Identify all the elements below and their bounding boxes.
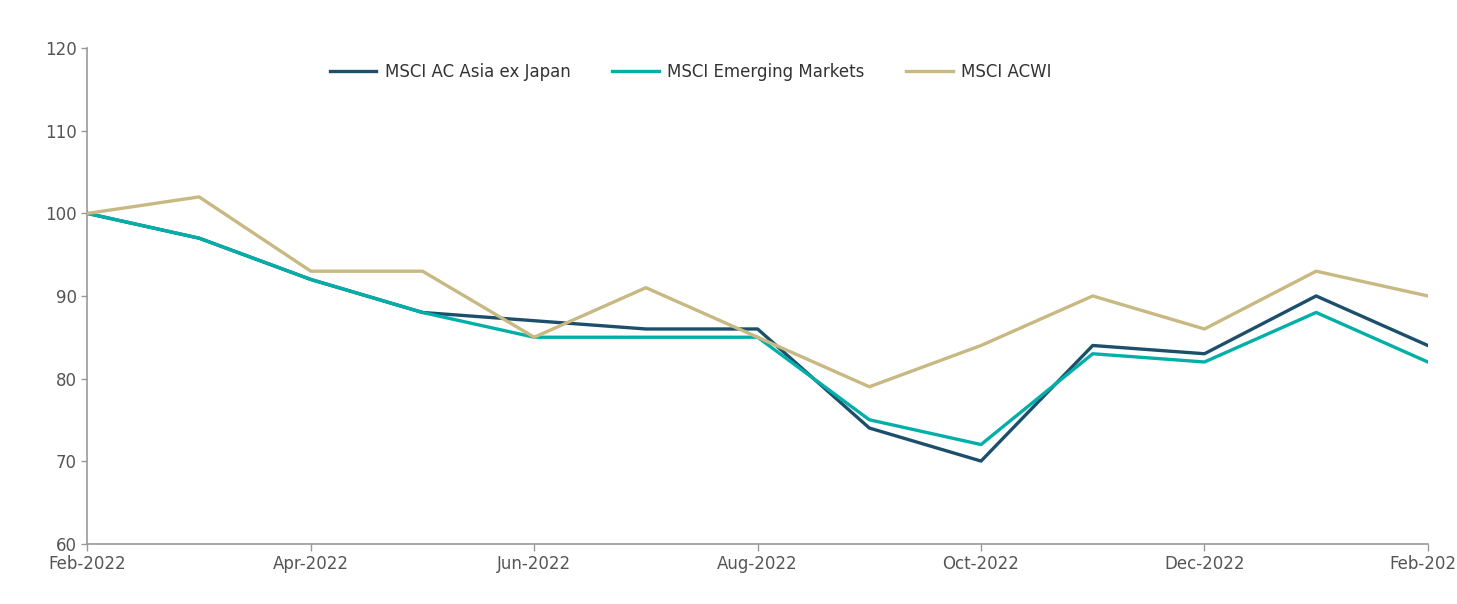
MSCI Emerging Markets bbox=[1419, 358, 1437, 365]
Legend: MSCI AC Asia ex Japan, MSCI Emerging Markets, MSCI ACWI: MSCI AC Asia ex Japan, MSCI Emerging Mar… bbox=[323, 57, 1058, 88]
MSCI AC Asia ex Japan bbox=[1084, 342, 1101, 349]
MSCI AC Asia ex Japan bbox=[526, 317, 543, 324]
MSCI Emerging Markets bbox=[972, 441, 989, 448]
MSCI Emerging Markets bbox=[1196, 358, 1214, 365]
MSCI Emerging Markets bbox=[749, 333, 766, 341]
MSCI AC Asia ex Japan bbox=[1419, 342, 1437, 349]
MSCI Emerging Markets bbox=[191, 234, 208, 242]
MSCI ACWI bbox=[1084, 292, 1101, 300]
MSCI ACWI bbox=[191, 193, 208, 201]
MSCI AC Asia ex Japan bbox=[302, 276, 319, 283]
MSCI Emerging Markets bbox=[1084, 350, 1101, 358]
MSCI AC Asia ex Japan bbox=[861, 425, 879, 432]
MSCI ACWI bbox=[79, 210, 96, 217]
MSCI AC Asia ex Japan bbox=[1307, 292, 1324, 300]
MSCI Emerging Markets bbox=[861, 416, 879, 423]
MSCI AC Asia ex Japan bbox=[1196, 350, 1214, 358]
MSCI Emerging Markets bbox=[637, 333, 654, 341]
MSCI ACWI bbox=[749, 333, 766, 341]
MSCI ACWI bbox=[302, 268, 319, 275]
MSCI AC Asia ex Japan bbox=[79, 210, 96, 217]
MSCI AC Asia ex Japan bbox=[414, 309, 431, 316]
MSCI ACWI bbox=[972, 342, 989, 349]
MSCI ACWI bbox=[1196, 326, 1214, 333]
MSCI Emerging Markets bbox=[526, 333, 543, 341]
MSCI ACWI bbox=[414, 268, 431, 275]
MSCI Emerging Markets bbox=[414, 309, 431, 316]
MSCI AC Asia ex Japan bbox=[191, 234, 208, 242]
Line: MSCI ACWI: MSCI ACWI bbox=[87, 197, 1428, 387]
MSCI AC Asia ex Japan bbox=[749, 326, 766, 333]
MSCI AC Asia ex Japan bbox=[972, 457, 989, 464]
MSCI Emerging Markets bbox=[1307, 309, 1324, 316]
MSCI AC Asia ex Japan bbox=[637, 326, 654, 333]
Line: MSCI Emerging Markets: MSCI Emerging Markets bbox=[87, 213, 1428, 445]
MSCI ACWI bbox=[637, 284, 654, 291]
MSCI Emerging Markets bbox=[79, 210, 96, 217]
MSCI Emerging Markets bbox=[302, 276, 319, 283]
MSCI ACWI bbox=[861, 383, 879, 390]
Line: MSCI AC Asia ex Japan: MSCI AC Asia ex Japan bbox=[87, 213, 1428, 461]
MSCI ACWI bbox=[1307, 268, 1324, 275]
MSCI ACWI bbox=[526, 333, 543, 341]
MSCI ACWI bbox=[1419, 292, 1437, 300]
